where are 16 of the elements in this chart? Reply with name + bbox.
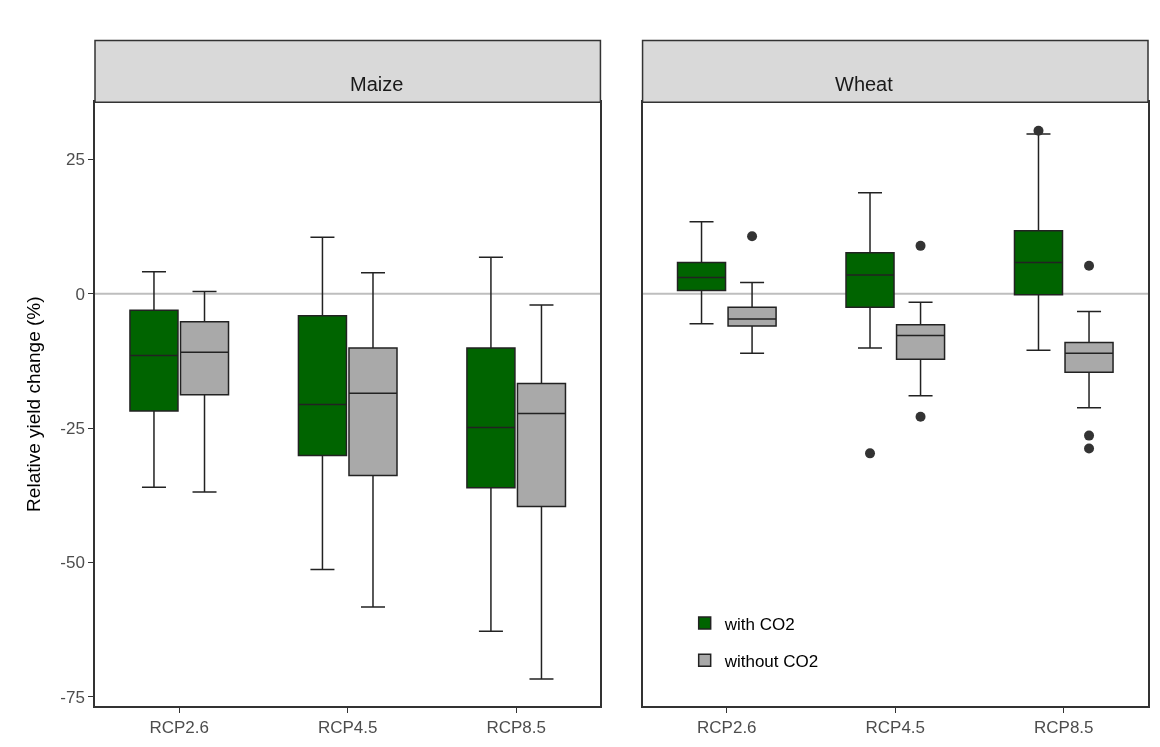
x-tick-label: RCP8.5 <box>486 718 546 738</box>
y-tick-label: -75 <box>60 687 85 707</box>
x-tick-label: RCP8.5 <box>1033 718 1094 738</box>
chart-title: Wheat <box>835 73 894 95</box>
x-tick-label: RCP4.5 <box>865 718 926 738</box>
y-tick-label: -25 <box>60 419 85 439</box>
y-axis-title: Relative yield change (%) <box>22 296 44 512</box>
y-tick-label: -50 <box>60 553 85 573</box>
y-tick-label: 0 <box>75 284 85 304</box>
chart-title: Maize <box>350 73 404 95</box>
y-tick-label: 25 <box>65 150 85 170</box>
x-tick-label: RCP2.6 <box>697 718 757 738</box>
legend-label: without CO2 <box>723 651 819 671</box>
x-tick-label: RCP4.5 <box>317 718 378 738</box>
legend-label: with CO2 <box>723 614 795 634</box>
x-tick-label: RCP2.6 <box>149 718 210 738</box>
